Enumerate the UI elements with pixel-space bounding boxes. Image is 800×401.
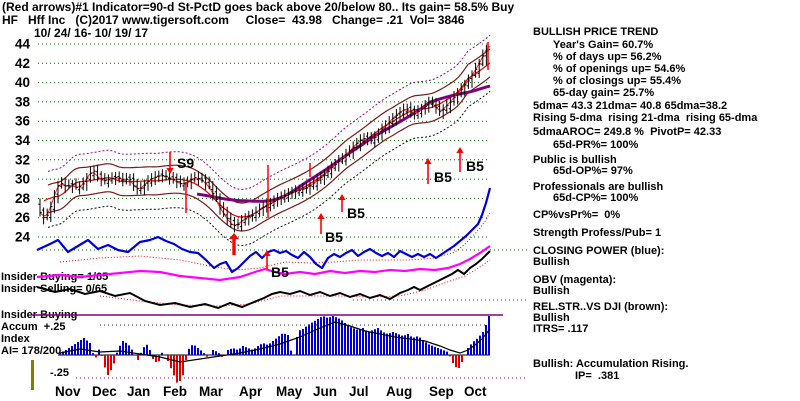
svg-text:B5: B5 xyxy=(325,229,343,245)
closing-power-status: Bullish xyxy=(533,256,570,268)
relstr-header: REL.STR..VS DJI (brown): xyxy=(533,301,669,313)
svg-text:Nov: Nov xyxy=(55,384,81,399)
candlesticks xyxy=(38,44,489,233)
svg-text:30: 30 xyxy=(15,172,30,187)
svg-text:B5: B5 xyxy=(347,205,365,221)
dma-rising-status: Rising 5-dma rising 21-dma rising 65-dma xyxy=(533,112,758,124)
svg-text:B5: B5 xyxy=(271,264,289,280)
itrs-value: ITRS= .117 xyxy=(533,323,589,335)
svg-text:S9: S9 xyxy=(177,155,194,171)
ai-index-label: Index xyxy=(1,333,30,345)
pct-openings-up: % of openings up= 54.6% xyxy=(553,63,686,75)
svg-text:34: 34 xyxy=(15,133,31,148)
signal-description: (Red arrows)#1 Indicator=90-d St-PctD go… xyxy=(2,0,515,14)
left-marker xyxy=(31,360,34,390)
pct-closings-up: % of closings up= 55.4% xyxy=(553,75,682,87)
svg-text:40: 40 xyxy=(15,75,30,90)
aroc-pivot-values: 5dmaAROC= 249.8 % PivotP= 42.33 xyxy=(533,126,722,138)
accumulation-histogram xyxy=(31,316,491,390)
svg-text:38: 38 xyxy=(15,94,31,109)
insider-buying-ratio: Insider Buying= 1/65 xyxy=(1,271,109,283)
obv-header: OBV (magenta): xyxy=(533,274,617,286)
ip-value: IP= .381 xyxy=(575,370,620,382)
trend-header: BULLISH PRICE TREND xyxy=(533,26,659,38)
svg-text:B5: B5 xyxy=(466,158,484,174)
relstr-status: Bullish xyxy=(533,312,570,324)
month-axis-labels: Nov Dec Jan Feb Mar Apr May Jun Jul Aug Sep Oct xyxy=(55,384,487,399)
ai-panel-title: Insider Buying xyxy=(1,309,78,321)
public-sentiment: Public is bullish xyxy=(533,154,617,166)
gridlines xyxy=(32,43,528,379)
pr-65d: 65d-PR%= 100% xyxy=(553,139,639,151)
obv-status: Bullish xyxy=(533,285,570,297)
closing-power-line xyxy=(36,187,492,274)
svg-text:Dec: Dec xyxy=(92,384,117,399)
op-65d: 65d-OP%= 97% xyxy=(553,165,633,177)
price-axis-labels: 44 42 40 38 36 34 32 30 28 26 24 xyxy=(15,37,31,245)
svg-text:B5: B5 xyxy=(434,169,452,185)
ai-lower-threshold-label: -.25 xyxy=(50,367,69,379)
cp-vs-pr: CP%vsPr%= 0% xyxy=(533,209,621,221)
years-gain: Year's Gain= 60.7% xyxy=(553,39,654,51)
svg-text:Mar: Mar xyxy=(199,384,224,399)
professional-sentiment: Professionals are bullish xyxy=(533,181,664,193)
ai-upper-threshold-label: Accum +.25 xyxy=(1,321,66,333)
svg-text:44: 44 xyxy=(15,37,31,52)
stats-panel: BULLISH PRICE TREND Year's Gain= 60.7% %… xyxy=(533,0,799,401)
svg-text:42: 42 xyxy=(15,56,30,71)
svg-text:Sep: Sep xyxy=(429,384,454,399)
ai-ma-line xyxy=(59,321,491,363)
gain-65day: 65-day gain= 25.7% xyxy=(553,87,655,99)
svg-text:Apr: Apr xyxy=(239,384,263,399)
date-range-label: 10/ 24/ 16- 10/ 19/ 17 xyxy=(34,26,149,40)
svg-text:Jul: Jul xyxy=(349,384,369,399)
pct-days-up: % of days up= 56.2% xyxy=(553,51,662,63)
svg-text:24: 24 xyxy=(15,230,31,245)
ticker-info-line: HF Hff Inc (C)2017 www.tigersoft.com Clo… xyxy=(2,13,465,27)
insider-selling-ratio: Insider Selling= 0/65 xyxy=(1,283,108,295)
closing-power-header: CLOSING POWER (blue): xyxy=(533,245,665,257)
svg-text:36: 36 xyxy=(15,114,31,129)
svg-text:32: 32 xyxy=(15,152,30,167)
svg-text:May: May xyxy=(276,384,303,399)
price-bands xyxy=(39,35,491,247)
svg-text:Jun: Jun xyxy=(313,384,337,399)
svg-text:26: 26 xyxy=(15,210,31,225)
cp-65d: 65d-CP%= 100% xyxy=(553,192,639,204)
svg-text:Aug: Aug xyxy=(386,384,412,399)
signal-arrows xyxy=(166,147,464,269)
signal-lines xyxy=(185,42,489,218)
strength-ratio: Strength Profess/Pub= 1 xyxy=(533,227,662,239)
svg-text:Oct: Oct xyxy=(464,384,487,399)
dma-values: 5dma= 43.3 21dma= 40.8 65dma=38.2 xyxy=(533,100,728,112)
svg-text:28: 28 xyxy=(15,191,31,206)
svg-text:Feb: Feb xyxy=(163,384,187,399)
ai-value-label: AI= 178/200 xyxy=(1,345,62,357)
svg-text:Jan: Jan xyxy=(127,384,150,399)
accumulation-status: Bullish: Accumulation Rising. xyxy=(533,358,689,370)
